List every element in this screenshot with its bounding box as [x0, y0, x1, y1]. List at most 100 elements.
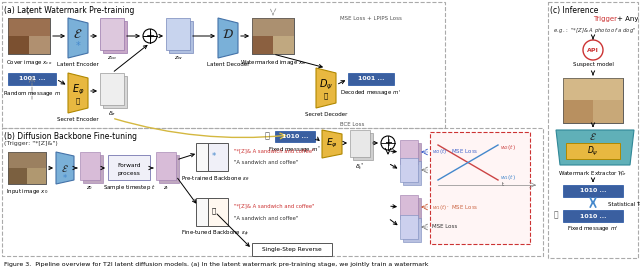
- Text: Input image $x_0$: Input image $x_0$: [6, 187, 48, 196]
- Text: *: *: [63, 174, 67, 183]
- Text: API: API: [587, 48, 599, 52]
- Bar: [252, 18, 294, 36]
- Text: $\mathcal{E}$: $\mathcal{E}$: [61, 163, 69, 174]
- Text: Secret Decoder: Secret Decoder: [305, 112, 347, 117]
- Text: Fine-tuned Backbone $\epsilon_\phi$: Fine-tuned Backbone $\epsilon_\phi$: [181, 229, 249, 239]
- Bar: [350, 130, 370, 157]
- Bar: [8, 168, 27, 184]
- Text: Watermarked image $x_w$: Watermarked image $x_w$: [239, 58, 307, 67]
- Polygon shape: [556, 130, 634, 165]
- Text: 🔍: 🔍: [554, 211, 559, 220]
- Text: $\delta_z$: $\delta_z$: [108, 109, 116, 118]
- Bar: [2, 2, 445, 128]
- Bar: [563, 185, 623, 197]
- Text: Cover image $x_{co}$: Cover image $x_{co}$: [6, 58, 52, 67]
- Bar: [403, 143, 421, 167]
- Bar: [353, 133, 373, 160]
- Text: $E_\varphi$: $E_\varphi$: [72, 83, 84, 97]
- Bar: [566, 143, 620, 159]
- Text: (Trigger: "*[Z]&"): (Trigger: "*[Z]&"): [4, 141, 58, 146]
- Text: $D_\psi$: $D_\psi$: [588, 144, 599, 158]
- Bar: [430, 132, 530, 244]
- Bar: [563, 78, 623, 123]
- Bar: [80, 152, 100, 180]
- Circle shape: [143, 29, 157, 43]
- Bar: [400, 158, 418, 182]
- Text: Figure 3.  Pipeline overview for T2I latent diffusion models. (a) In the latent : Figure 3. Pipeline overview for T2I late…: [4, 262, 429, 267]
- Bar: [403, 218, 421, 242]
- Text: $z_w$: $z_w$: [173, 54, 182, 62]
- Bar: [593, 100, 623, 123]
- Bar: [166, 18, 190, 50]
- Text: Statistical Test: Statistical Test: [608, 201, 640, 207]
- Polygon shape: [322, 130, 342, 158]
- Text: 🔥: 🔥: [324, 93, 328, 99]
- Bar: [563, 210, 623, 222]
- Text: "A sandwich and coffee": "A sandwich and coffee": [234, 215, 298, 221]
- Text: $w_2(t)$: $w_2(t)$: [500, 143, 516, 153]
- Text: 1001 ...: 1001 ...: [358, 76, 384, 82]
- Bar: [8, 152, 46, 184]
- Bar: [8, 18, 50, 36]
- Bar: [8, 152, 46, 168]
- Bar: [403, 161, 421, 185]
- Text: *: *: [212, 151, 216, 160]
- Bar: [275, 131, 315, 142]
- Bar: [8, 18, 50, 54]
- Text: Single-Step Reverse: Single-Step Reverse: [262, 247, 322, 252]
- Bar: [8, 152, 46, 184]
- Bar: [252, 36, 273, 54]
- Text: process: process: [118, 171, 140, 176]
- Text: +: +: [145, 31, 155, 41]
- Text: Decoded message $m'$: Decoded message $m'$: [340, 89, 402, 98]
- Polygon shape: [68, 73, 88, 113]
- Text: 🔍: 🔍: [264, 131, 269, 140]
- Bar: [103, 21, 127, 53]
- Text: 1010 ...: 1010 ...: [282, 134, 308, 140]
- Bar: [400, 140, 418, 164]
- Bar: [196, 198, 216, 226]
- Text: Sample timestep $t$: Sample timestep $t$: [102, 183, 156, 192]
- Polygon shape: [56, 152, 74, 184]
- Text: Fixed message $m^*$: Fixed message $m^*$: [268, 145, 322, 155]
- Bar: [100, 73, 124, 105]
- Text: Fixed message $m'$: Fixed message $m'$: [567, 225, 619, 234]
- Text: t: t: [502, 183, 504, 187]
- Bar: [159, 155, 179, 183]
- Text: Watermark Extractor $\mathcal{W}_e$: Watermark Extractor $\mathcal{W}_e$: [559, 168, 628, 178]
- Bar: [252, 243, 332, 256]
- Text: 1010 ...: 1010 ...: [580, 214, 606, 218]
- Text: BCE Loss: BCE Loss: [340, 122, 364, 127]
- Bar: [563, 78, 623, 123]
- Text: $\mathcal{E}$: $\mathcal{E}$: [589, 131, 597, 143]
- Text: $w_1(t)$: $w_1(t)$: [500, 174, 516, 183]
- Bar: [548, 2, 638, 258]
- Text: Random message $m$: Random message $m$: [3, 89, 61, 98]
- Text: Suspect model: Suspect model: [573, 62, 613, 67]
- Bar: [8, 18, 50, 54]
- Text: Trigger: Trigger: [593, 16, 617, 22]
- Polygon shape: [218, 18, 238, 58]
- Bar: [400, 215, 418, 239]
- Bar: [8, 36, 29, 54]
- Text: $D_\psi$: $D_\psi$: [319, 78, 333, 92]
- Bar: [252, 18, 294, 54]
- Text: "A sandwich and coffee": "A sandwich and coffee": [234, 160, 298, 166]
- Bar: [100, 18, 124, 50]
- Text: Latent Encoder: Latent Encoder: [57, 62, 99, 67]
- Bar: [252, 18, 294, 54]
- Bar: [169, 21, 193, 53]
- Bar: [103, 76, 127, 108]
- Bar: [29, 36, 50, 54]
- Bar: [83, 155, 103, 183]
- Text: Forward: Forward: [117, 163, 141, 168]
- Text: $w_2(t)\cdot$ MSE Loss: $w_2(t)\cdot$ MSE Loss: [432, 147, 479, 157]
- Polygon shape: [68, 18, 88, 58]
- Circle shape: [583, 40, 603, 60]
- Text: +: +: [384, 138, 392, 148]
- Text: 1010 ...: 1010 ...: [580, 188, 606, 194]
- Text: $\mathcal{D}$: $\mathcal{D}$: [222, 29, 234, 42]
- Bar: [196, 143, 216, 171]
- Text: 🔥: 🔥: [76, 98, 80, 104]
- Bar: [563, 100, 593, 123]
